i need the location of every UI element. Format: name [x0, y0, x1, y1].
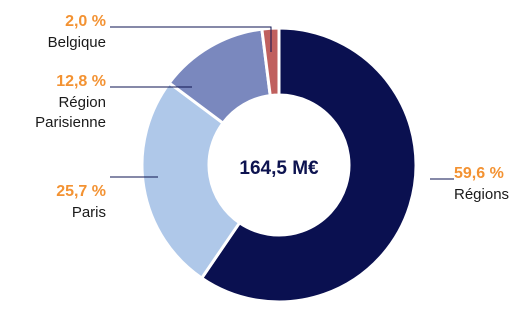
leader-lines [110, 26, 454, 180]
slice-paris [140, 81, 242, 280]
leader-line-belgique [110, 26, 272, 52]
donut-slices [140, 26, 418, 304]
value-label-regions: 59,6 % [454, 165, 504, 182]
slice-regions [200, 26, 418, 304]
slice-labels: 59,6 % Régions 25,7 % Paris 12,8 % Région Pari… [35, 13, 509, 221]
category-label-paris: Paris [72, 204, 106, 221]
value-label-paris: 25,7 % [56, 183, 106, 200]
center-total-label: 164,5 M€ [239, 158, 319, 179]
value-label-region-parisienne: 12,8 % [56, 73, 106, 90]
slice-belgique [260, 26, 281, 98]
category-label-belgique: Belgique [48, 34, 106, 51]
value-label-belgique: 2,0 % [65, 13, 106, 30]
category-label-region-parisienne: Parisienne [35, 114, 106, 131]
category-label-region-parisienne: Région [58, 94, 106, 111]
category-label-regions: Régions [454, 186, 509, 203]
